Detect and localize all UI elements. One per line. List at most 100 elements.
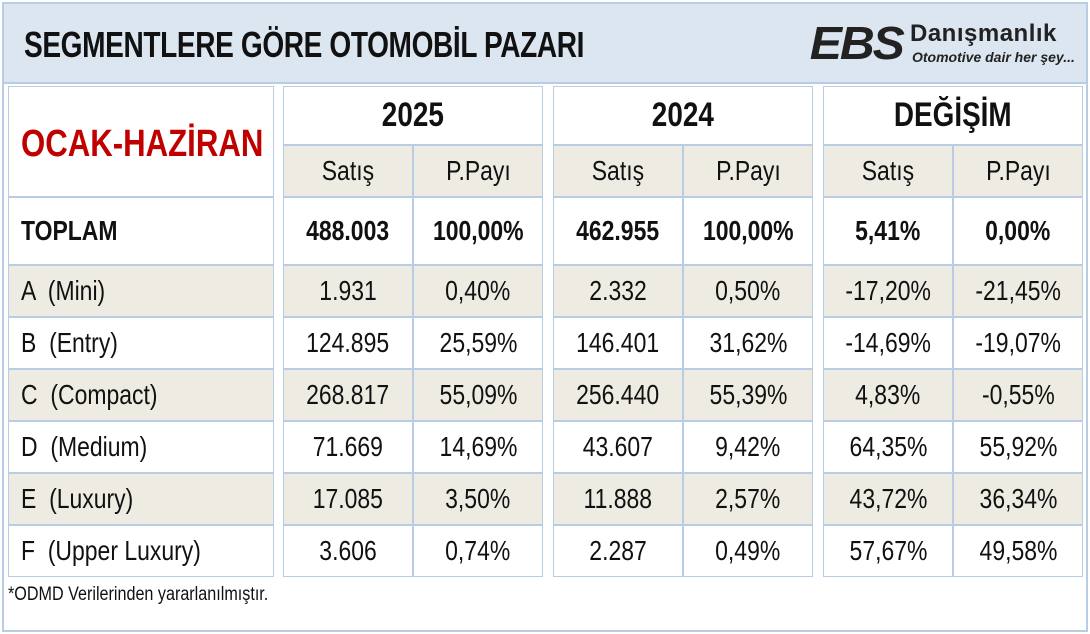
table-cell: 14,69% (413, 421, 543, 473)
subheader-share-text: P.Payı (445, 155, 511, 186)
table-cell-text: 64,35% (849, 431, 927, 462)
period-label: OCAK-HAZİRAN (8, 86, 274, 197)
table-cell-text: 31,62% (709, 327, 787, 358)
table-cell: 3,50% (413, 473, 543, 525)
table-cell-text: 55,09% (439, 379, 517, 410)
row-label-text: E (Luxury) (21, 483, 134, 514)
table-cell-text: -0,55% (981, 379, 1055, 410)
table-cell: 2.332 (553, 265, 683, 317)
subheader-sales: Satış (283, 145, 413, 197)
table-cell-text: 2.287 (589, 535, 647, 566)
table-cell-text: 0,74% (445, 535, 511, 566)
table-cell-text: 0,50% (715, 275, 781, 306)
table-cell: 9,42% (683, 421, 813, 473)
table-cell-text: 100,00% (432, 215, 524, 246)
logo-slogan: Otomotive dair her şey... (912, 49, 1075, 65)
table-cell-text: 488.003 (306, 215, 390, 246)
logo-name: Danışmanlık (910, 20, 1057, 47)
table-cell-text: -21,45% (975, 275, 1061, 306)
table-cell: 55,92% (953, 421, 1083, 473)
table-cell-text: 100,00% (702, 215, 794, 246)
footnote: *ODMD Verilerinden yararlanılmıştır. (8, 584, 269, 605)
table-cell: 0,40% (413, 265, 543, 317)
table-cell: 5,41% (823, 197, 953, 265)
subheader-sales-text: Satış (591, 155, 645, 186)
table-cell: 43,72% (823, 473, 953, 525)
row-label: E (Luxury) (8, 473, 274, 525)
row-label-text: C (Compact) (21, 379, 158, 410)
row-label: B (Entry) (8, 317, 274, 369)
table-cell-text: 4,83% (855, 379, 921, 410)
table-cell-text: 3,50% (445, 483, 511, 514)
row-label-text: TOPLAM (21, 215, 118, 246)
table-cell-text: 268.817 (306, 379, 390, 410)
subheader-sales: Satış (553, 145, 683, 197)
table-cell: -21,45% (953, 265, 1083, 317)
subheader-share: P.Payı (683, 145, 813, 197)
table-cell: 49,58% (953, 525, 1083, 577)
table-cell-text: 146.401 (576, 327, 660, 358)
table-cell-text: 55,92% (979, 431, 1057, 462)
table-cell: 55,09% (413, 369, 543, 421)
table-cell-text: 3.606 (319, 535, 377, 566)
period-label-text: OCAK-HAZİRAN (21, 123, 264, 165)
table-cell: 71.669 (283, 421, 413, 473)
table-cell-text: 36,34% (979, 483, 1057, 514)
table-cell: -0,55% (953, 369, 1083, 421)
table-cell-text: 43,72% (849, 483, 927, 514)
title-bar: SEGMENTLERE GÖRE OTOMOBİL PAZARI EBS Dan… (4, 4, 1086, 84)
table-cell: -19,07% (953, 317, 1083, 369)
ebs-logo: EBS Danışmanlık Otomotive dair her şey..… (810, 17, 1082, 72)
row-label: C (Compact) (8, 369, 274, 421)
row-label: A (Mini) (8, 265, 274, 317)
table-cell: 0,00% (953, 197, 1083, 265)
subheader-share: P.Payı (413, 145, 543, 197)
table-cell: 31,62% (683, 317, 813, 369)
table-cell-text: 57,67% (849, 535, 927, 566)
table-cell: 462.955 (553, 197, 683, 265)
row-label-text: D (Medium) (21, 431, 148, 462)
table-cell-text: 2,57% (715, 483, 781, 514)
table-cell: 268.817 (283, 369, 413, 421)
table-cell: 3.606 (283, 525, 413, 577)
table-cell: 64,35% (823, 421, 953, 473)
table-cell: 1.931 (283, 265, 413, 317)
table-cell-text: -19,07% (975, 327, 1061, 358)
table-cell-text: 25,59% (439, 327, 517, 358)
table-cell-text: 0,40% (445, 275, 511, 306)
table-cell-text: 43.607 (582, 431, 654, 462)
group-header: 2024 (553, 86, 813, 145)
table-cell: 0,49% (683, 525, 813, 577)
table-cell-text: 9,42% (715, 431, 781, 462)
table-cell: 100,00% (413, 197, 543, 265)
table-cell: 0,50% (683, 265, 813, 317)
table-cell: 4,83% (823, 369, 953, 421)
table-cell: 256.440 (553, 369, 683, 421)
table-cell-text: 5,41% (855, 215, 921, 246)
group-header-text: 2024 (651, 96, 715, 134)
subheader-share-text: P.Payı (715, 155, 781, 186)
row-label: D (Medium) (8, 421, 274, 473)
group-header: DEĞİŞİM (823, 86, 1083, 145)
table-cell-text: 14,69% (439, 431, 517, 462)
group-header-text: DEĞİŞİM (894, 96, 1012, 134)
table-cell: 36,34% (953, 473, 1083, 525)
table-cell: 124.895 (283, 317, 413, 369)
table-cell: 11.888 (553, 473, 683, 525)
table-cell-text: 2.332 (589, 275, 647, 306)
table-cell: -17,20% (823, 265, 953, 317)
table-cell: 488.003 (283, 197, 413, 265)
table-cell-text: 462.955 (576, 215, 660, 246)
table-cell: 43.607 (553, 421, 683, 473)
row-label-text: B (Entry) (21, 327, 118, 358)
table-cell: 0,74% (413, 525, 543, 577)
table-cell-text: 124.895 (306, 327, 390, 358)
table-cell-text: 49,58% (979, 535, 1057, 566)
subheader-sales-text: Satış (321, 155, 375, 186)
table-cell-text: 0,00% (985, 215, 1051, 246)
table-cell-text: 17.085 (312, 483, 384, 514)
table-cell-text: 0,49% (715, 535, 781, 566)
subheader-sales-text: Satış (861, 155, 915, 186)
group-header: 2025 (283, 86, 543, 145)
table-cell: 17.085 (283, 473, 413, 525)
